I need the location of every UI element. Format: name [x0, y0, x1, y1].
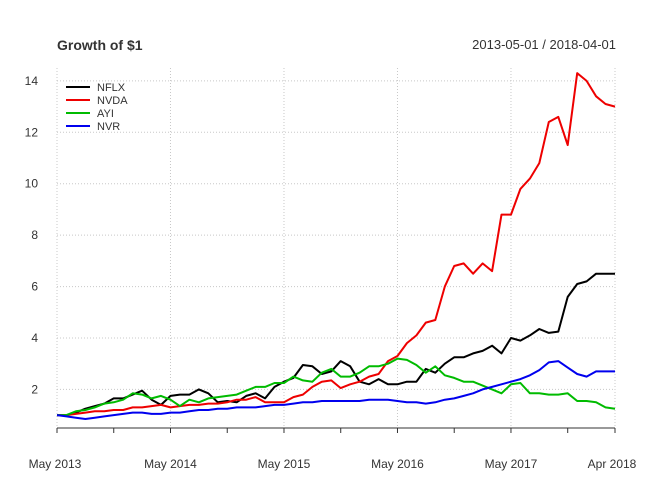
series-line-nvda	[57, 72, 616, 417]
y-tick-label: 4	[31, 331, 38, 345]
x-tick-label: Apr 2018	[588, 457, 637, 471]
x-tick-label: May 2015	[258, 457, 311, 471]
series-line-nvr	[56, 360, 615, 420]
x-tick-label: May 2013	[29, 457, 82, 471]
x-tick-label: May 2017	[485, 457, 538, 471]
y-tick-label: 8	[31, 228, 38, 242]
date-range-label: 2013-05-01 / 2018-04-01	[472, 37, 616, 52]
series-line-ayi	[57, 357, 616, 417]
legend-label: NFLX	[97, 82, 126, 94]
y-tick-label: 2	[31, 382, 38, 396]
x-tick-label: May 2016	[371, 457, 424, 471]
y-tick-label: 10	[25, 177, 39, 191]
legend-label: AYI	[97, 108, 114, 120]
legend-label: NVDA	[97, 95, 128, 107]
y-tick-label: 14	[25, 74, 39, 88]
x-tick-label: May 2014	[144, 457, 197, 471]
y-tick-label: 6	[31, 280, 38, 294]
chart-title: Growth of $1	[57, 37, 143, 53]
y-tick-label: 12	[25, 125, 39, 139]
legend-label: NVR	[97, 121, 120, 133]
